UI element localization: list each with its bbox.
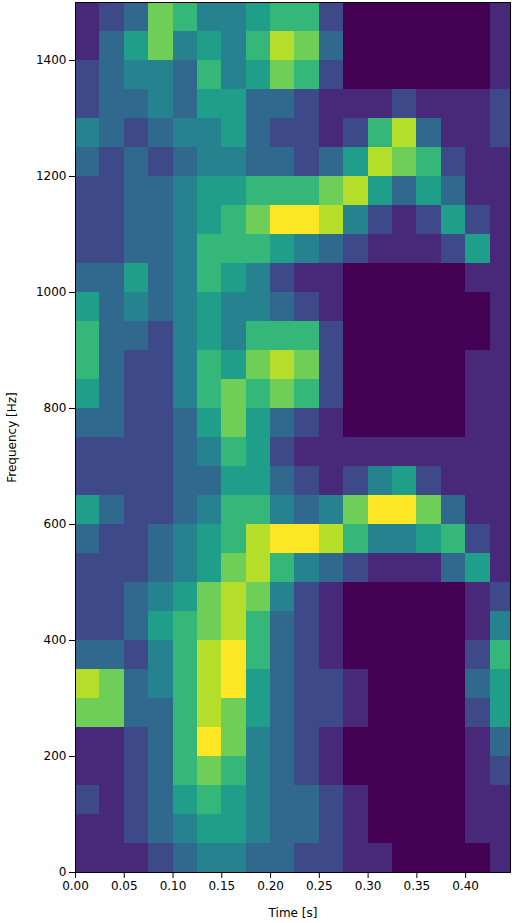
svg-text:0.30: 0.30 [355, 879, 382, 893]
svg-text:600: 600 [44, 517, 67, 531]
svg-text:800: 800 [44, 401, 67, 415]
svg-text:0: 0 [59, 865, 67, 879]
svg-text:Time [s]: Time [s] [268, 906, 318, 920]
svg-text:400: 400 [44, 633, 67, 647]
svg-text:200: 200 [44, 749, 67, 763]
svg-text:0.20: 0.20 [257, 879, 284, 893]
svg-text:0.15: 0.15 [208, 879, 235, 893]
svg-text:1400: 1400 [36, 53, 67, 67]
svg-text:0.00: 0.00 [62, 879, 89, 893]
svg-text:1200: 1200 [36, 169, 67, 183]
svg-text:0.35: 0.35 [404, 879, 431, 893]
svg-text:0.10: 0.10 [160, 879, 187, 893]
svg-text:0.25: 0.25 [306, 879, 333, 893]
svg-text:0.40: 0.40 [452, 879, 479, 893]
svg-text:Frequency [Hz]: Frequency [Hz] [5, 392, 19, 483]
svg-text:0.05: 0.05 [111, 879, 138, 893]
svg-text:1000: 1000 [36, 285, 67, 299]
